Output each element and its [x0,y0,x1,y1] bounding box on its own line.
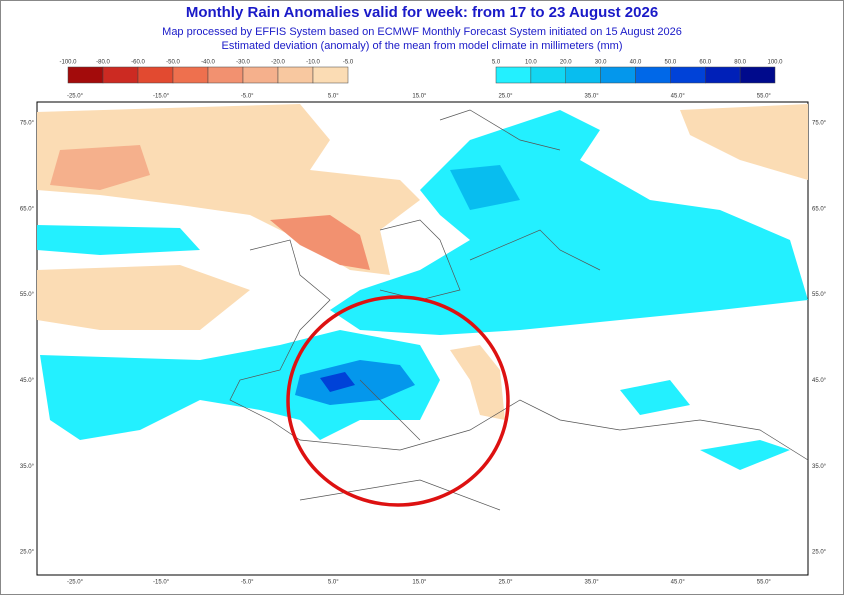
colorbar-label: -10.0 [306,60,320,66]
colorbar-label: -40.0 [201,60,215,66]
colorbar-label: 100.0 [767,60,783,66]
longitude-label: -25.0° [67,580,84,586]
colorbar-box [207,66,244,84]
dry-area [37,265,250,330]
colorbar-box [172,66,209,84]
colorbar-box [635,66,671,84]
longitude-label: -15.0° [153,580,170,586]
colorbar-box [600,66,636,84]
longitude-label: -15.0° [153,94,170,100]
longitude-label: 5.0° [328,580,339,586]
latitude-label: 75.0° [20,121,35,127]
annotations: -100.0 -80.0 -60.0 -50.0 -40.0 -30.0 -20.0 -10.… [20,60,827,586]
latitude-label: 25.0° [20,550,35,556]
colorbar-label: 40.0 [630,60,642,66]
longitude-label: 45.0° [671,94,686,100]
wet-area [620,380,690,415]
highlight-circle [286,295,510,507]
longitude-label: -5.0° [241,94,254,100]
colorbar-box [312,66,349,84]
colorbar-box [670,66,706,84]
colorbar-box [277,66,314,84]
latitude-label: 55.0° [20,292,35,298]
wet-area [700,440,790,470]
longitude-label: 15.0° [412,94,427,100]
subtitle: Estimated deviation (anomaly) of the mea… [221,40,622,52]
map [36,101,809,576]
colorbar-label: -50.0 [166,60,180,66]
latitude-label: 65.0° [20,206,35,212]
colorbar-box [565,66,601,84]
wet-area [295,360,415,405]
dry-area [450,345,505,420]
colorbar-label: 50.0 [665,60,677,66]
colorbar-label: 20.0 [560,60,572,66]
title: Monthly Rain Anomalies valid for week: f… [186,4,658,21]
wet-area [320,372,355,392]
latitude-label: 45.0° [20,378,35,384]
colorbar-box [102,66,139,84]
longitude-label: 25.0° [498,580,513,586]
longitude-label: -25.0° [67,94,84,100]
latitude-label: 65.0° [812,206,827,212]
colorbar-box [530,66,566,84]
longitude-label: 55.0° [757,580,772,586]
wet-area [330,110,808,335]
longitude-label: 25.0° [498,94,513,100]
colorbar-label: -80.0 [96,60,110,66]
colorbar-label: 30.0 [595,60,607,66]
longitude-label: 35.0° [585,580,600,586]
colorbar-label: -60.0 [131,60,145,66]
colorbar-label: 5.0 [492,60,501,66]
colorbar-box [67,66,104,84]
colorbar-box [495,66,532,84]
longitude-label: 35.0° [585,94,600,100]
colorbar-box [242,66,279,84]
wet-area [450,165,520,210]
wet-area [37,225,200,255]
longitude-label: 15.0° [412,580,427,586]
latitude-label: 45.0° [812,378,827,384]
longitude-label: 5.0° [328,94,339,100]
wet-area [40,330,440,440]
colorbar-label: 60.0 [699,60,711,66]
longitude-label: 55.0° [757,94,772,100]
colorbar-label: 10.0 [525,60,537,66]
latitude-label: 35.0° [20,464,35,470]
colorbar-label: 80.0 [734,60,746,66]
colorbar-box [705,66,741,84]
colorbar-label: -5.0 [343,60,354,66]
dry-area [50,145,150,190]
subtitle: Map processed by EFFIS System based on E… [162,26,682,38]
latitude-label: 75.0° [812,121,827,127]
latitude-label: 35.0° [812,464,827,470]
latitude-label: 55.0° [812,292,827,298]
coastline [229,109,808,511]
colorbar-label: -30.0 [236,60,250,66]
dry-area [680,104,808,180]
latitude-label: 25.0° [812,550,827,556]
dry-area [270,215,370,270]
colorbar-label: -100.0 [59,60,77,66]
longitude-label: -5.0° [241,580,254,586]
colorbar-label: -20.0 [271,60,285,66]
colorbar-box [137,66,174,84]
colorbar-box [739,66,776,84]
longitude-label: 45.0° [671,580,686,586]
